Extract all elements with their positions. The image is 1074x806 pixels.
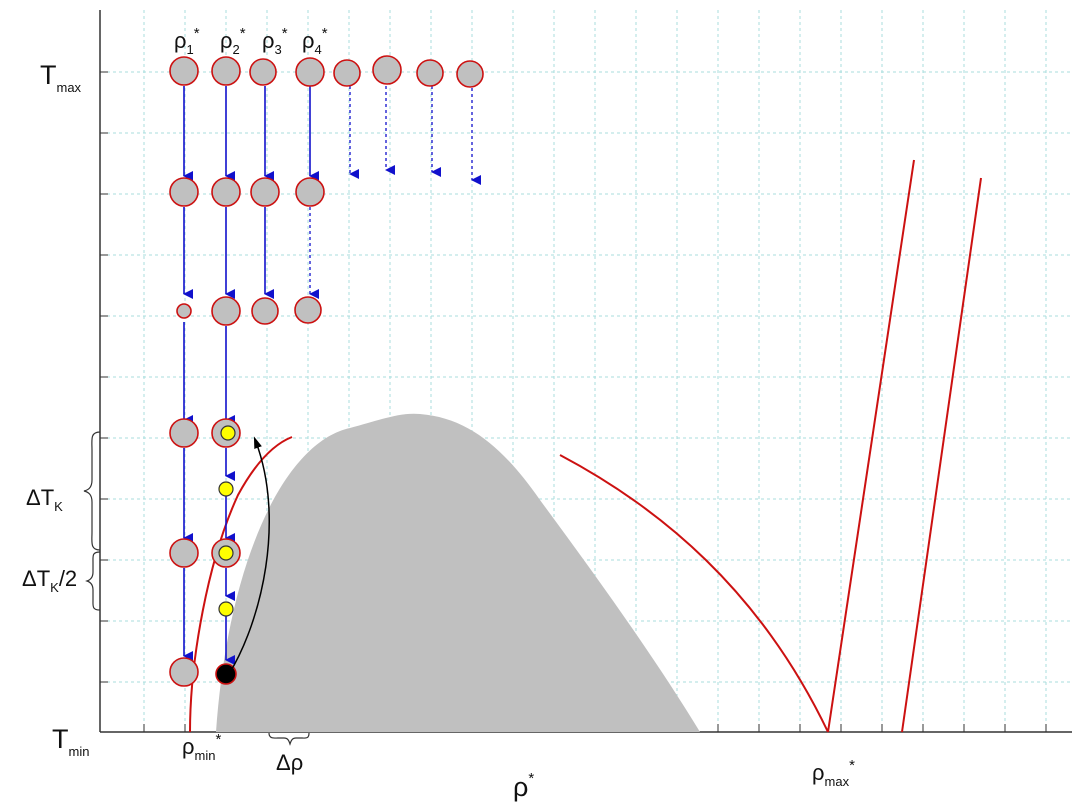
state-node	[211, 296, 241, 326]
column-label-rho-2: ρ2*	[220, 25, 246, 57]
state-node	[295, 177, 325, 207]
x-axis-title: ρ*	[513, 770, 534, 802]
return-arrow	[228, 436, 270, 675]
state-node	[416, 59, 444, 87]
delta-tk-half-label: ΔTK/2	[22, 566, 77, 595]
state-node	[176, 303, 192, 319]
rho-min-label: ρmin*	[182, 731, 221, 763]
brace-delta-rho	[268, 732, 310, 746]
black-dot	[215, 663, 237, 685]
delta-rho-label: Δρ	[276, 750, 303, 775]
state-node	[372, 55, 402, 85]
state-node	[211, 177, 241, 207]
yellow-dot	[218, 601, 234, 617]
yellow-dot	[220, 425, 236, 441]
line-b	[901, 177, 982, 733]
line-a	[827, 159, 915, 733]
brace-delta-tk	[83, 431, 101, 551]
state-node	[294, 296, 322, 324]
state-node	[333, 59, 361, 87]
column-label-rho-3: ρ3*	[262, 25, 288, 57]
yellow-dot	[218, 481, 234, 497]
state-node	[211, 56, 241, 86]
nodes	[169, 55, 484, 687]
state-node	[169, 418, 199, 448]
rho-max-label: ρmax*	[812, 757, 855, 789]
right-coexistence-curve	[559, 454, 829, 733]
column-label-rho-4: ρ4*	[302, 25, 328, 57]
state-node	[169, 657, 199, 687]
state-node	[169, 538, 199, 568]
state-node	[249, 58, 277, 86]
column-label-rho-1: ρ1*	[174, 25, 200, 57]
state-node	[456, 60, 484, 88]
delta-tk-label: ΔTK	[26, 485, 63, 514]
grid-lines	[101, 10, 1072, 730]
t-max-label: Tmax	[40, 60, 82, 95]
brace-delta-tk-half	[85, 551, 101, 611]
gray-region	[216, 413, 700, 732]
state-node	[251, 297, 279, 325]
state-node	[295, 57, 325, 87]
arrows	[183, 86, 481, 665]
yellow-dot	[218, 545, 234, 561]
state-node	[169, 177, 199, 207]
state-node	[169, 56, 199, 86]
t-min-label: Tmin	[52, 724, 89, 759]
state-node	[250, 177, 280, 207]
